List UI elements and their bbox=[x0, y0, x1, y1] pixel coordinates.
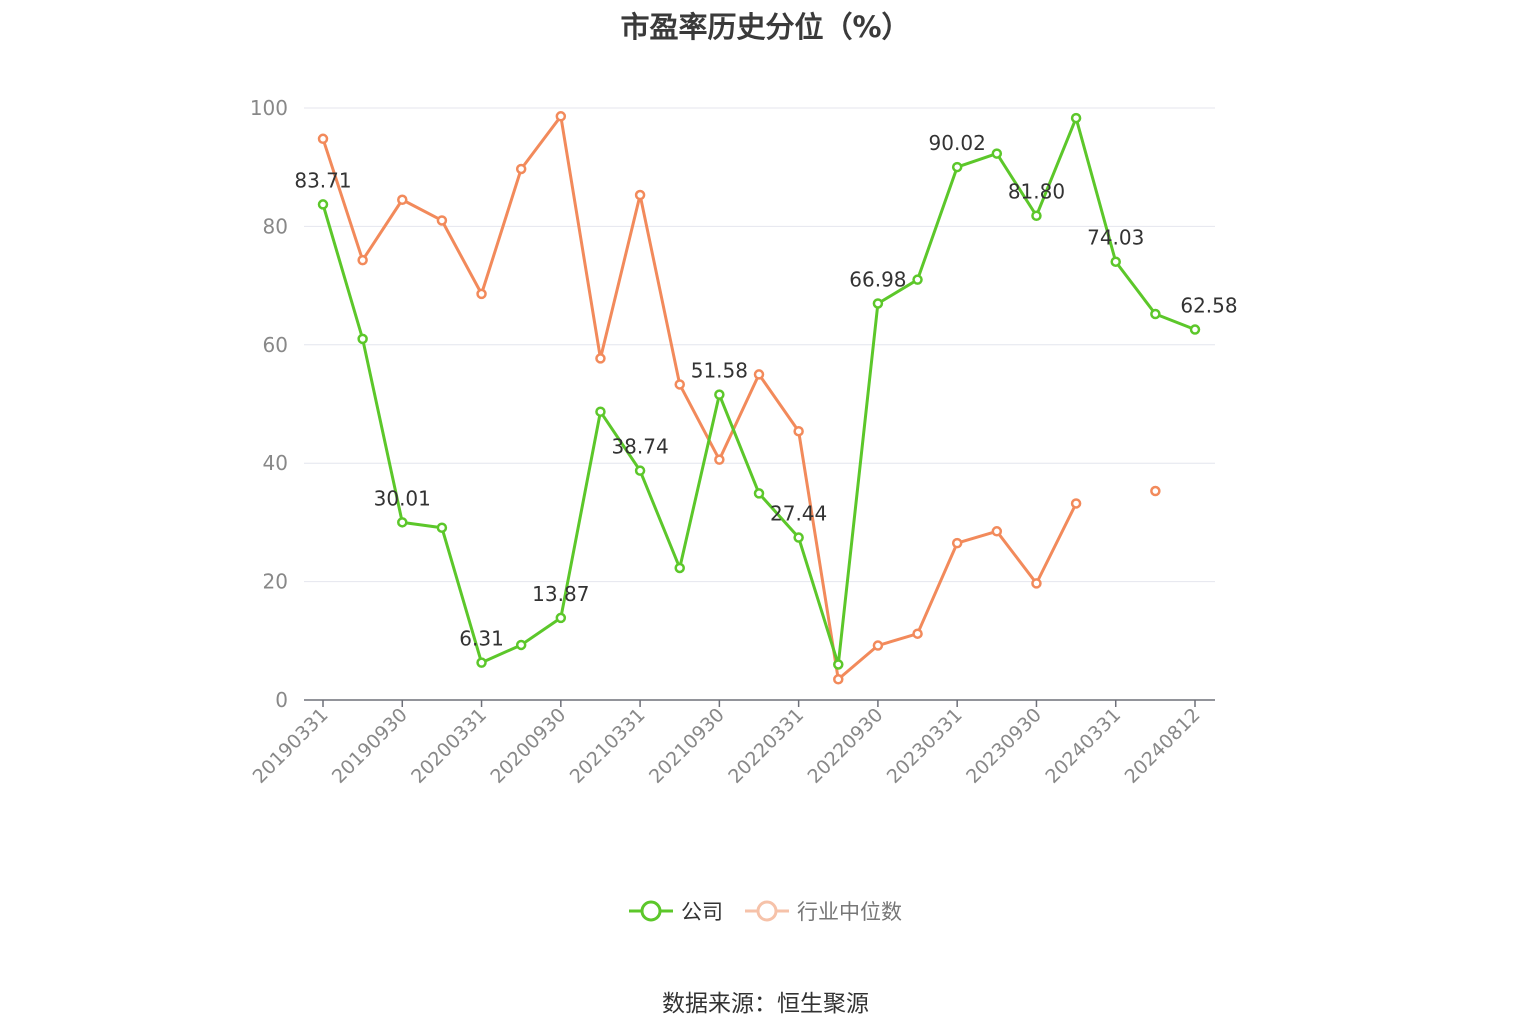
data-point-industry bbox=[515, 163, 527, 175]
data-point-company bbox=[1110, 256, 1121, 267]
data-label: 38.74 bbox=[611, 435, 668, 459]
y-tick-label: 60 bbox=[263, 333, 288, 357]
x-tick-label: 20230331 bbox=[883, 704, 967, 788]
data-point-company bbox=[991, 148, 1003, 159]
data-point-industry bbox=[1070, 498, 1082, 509]
data-point-industry bbox=[1150, 485, 1161, 497]
legend-label-industry: 行业中位数 bbox=[797, 900, 902, 924]
data-label: 83.71 bbox=[294, 168, 351, 192]
y-tick-label: 80 bbox=[263, 214, 288, 238]
data-point-company bbox=[1031, 210, 1042, 221]
data-point-industry bbox=[753, 369, 765, 380]
data-point-industry bbox=[317, 133, 329, 145]
x-tick-label: 20240812 bbox=[1121, 704, 1205, 788]
data-point-company bbox=[674, 562, 685, 574]
data-point-company bbox=[1150, 308, 1161, 320]
data-point-company bbox=[555, 612, 567, 624]
data-point-industry bbox=[833, 674, 844, 685]
data-point-company bbox=[912, 274, 923, 285]
data-point-industry bbox=[991, 526, 1003, 537]
data-point-company bbox=[753, 488, 765, 499]
data-label: 51.58 bbox=[691, 359, 748, 383]
chart-title: 市盈率历史分位（%） bbox=[620, 10, 911, 44]
data-point-industry bbox=[872, 640, 884, 651]
data-labels: 83.71 30.01 6.31 13.87 38.74 51.58 27.44 66.98 9… bbox=[294, 131, 1237, 651]
data-label: 62.58 bbox=[1180, 294, 1237, 318]
data-point-company bbox=[357, 333, 368, 345]
data-point-company bbox=[1070, 112, 1082, 124]
data-point-industry bbox=[357, 254, 368, 266]
x-tick-label: 20230930 bbox=[962, 704, 1046, 788]
data-label: 6.31 bbox=[459, 627, 504, 651]
x-tick-label: 20220930 bbox=[803, 704, 887, 788]
data-point-company bbox=[714, 389, 725, 400]
data-label: 74.03 bbox=[1087, 226, 1144, 250]
y-tick-label: 100 bbox=[250, 96, 288, 120]
data-label: 81.80 bbox=[1008, 180, 1065, 204]
data-point-company bbox=[793, 532, 804, 543]
data-label: 90.02 bbox=[929, 131, 986, 155]
y-tick-label: 0 bbox=[275, 688, 288, 712]
data-point-company bbox=[397, 517, 408, 528]
data-point-company bbox=[1189, 324, 1201, 335]
axes: 0 20 40 60 80 100 2019033120190930202003312020… bbox=[249, 96, 1215, 788]
data-point-company bbox=[833, 659, 844, 670]
data-point-company bbox=[872, 298, 884, 309]
data-point-industry bbox=[595, 353, 606, 364]
data-label: 66.98 bbox=[849, 267, 906, 291]
data-point-industry bbox=[714, 454, 725, 465]
data-point-company bbox=[476, 657, 487, 668]
x-tick-label: 20210331 bbox=[566, 704, 650, 788]
source-note: 数据来源：恒生聚源 bbox=[662, 991, 869, 1017]
x-tick-label: 20220331 bbox=[724, 704, 808, 788]
x-tick-label: 20200930 bbox=[486, 704, 570, 788]
data-point-industry bbox=[912, 628, 923, 639]
x-tick-label: 20210930 bbox=[645, 704, 729, 788]
data-point-industry bbox=[634, 189, 646, 201]
data-label: 27.44 bbox=[770, 502, 827, 526]
data-label: 30.01 bbox=[374, 486, 431, 510]
data-point-industry bbox=[1031, 578, 1042, 589]
legend-industry-icon bbox=[745, 900, 789, 922]
data-point-industry bbox=[436, 215, 448, 226]
legend-item-company[interactable]: 公司 bbox=[629, 896, 723, 926]
data-point-industry bbox=[555, 111, 567, 122]
x-tick-label: 20190331 bbox=[249, 704, 333, 788]
series bbox=[317, 111, 1201, 685]
legend-company-icon bbox=[629, 900, 673, 922]
data-label: 13.87 bbox=[532, 582, 589, 606]
data-point-company bbox=[317, 199, 329, 210]
legend-label-company: 公司 bbox=[681, 900, 723, 924]
data-point-industry bbox=[793, 425, 804, 437]
x-tick-label: 20200331 bbox=[407, 704, 491, 788]
data-point-industry bbox=[951, 537, 963, 549]
data-point-company bbox=[634, 465, 646, 476]
data-point-company bbox=[436, 522, 448, 533]
data-point-company bbox=[595, 406, 606, 417]
data-point-industry bbox=[476, 288, 487, 300]
y-tick-label: 40 bbox=[263, 451, 288, 475]
data-point-company bbox=[515, 639, 527, 651]
legend-item-industry[interactable]: 行业中位数 bbox=[745, 896, 902, 926]
legend: 公司 行业中位数 bbox=[0, 896, 1531, 926]
data-point-industry bbox=[397, 194, 408, 206]
data-point-industry bbox=[674, 379, 685, 390]
x-tick-label: 20190930 bbox=[328, 704, 412, 788]
grid-lines bbox=[304, 107, 1215, 583]
x-tick-label: 20240331 bbox=[1041, 704, 1125, 788]
data-point-company bbox=[951, 161, 963, 173]
series-line-industry bbox=[321, 114, 1078, 681]
y-tick-label: 20 bbox=[263, 570, 288, 594]
